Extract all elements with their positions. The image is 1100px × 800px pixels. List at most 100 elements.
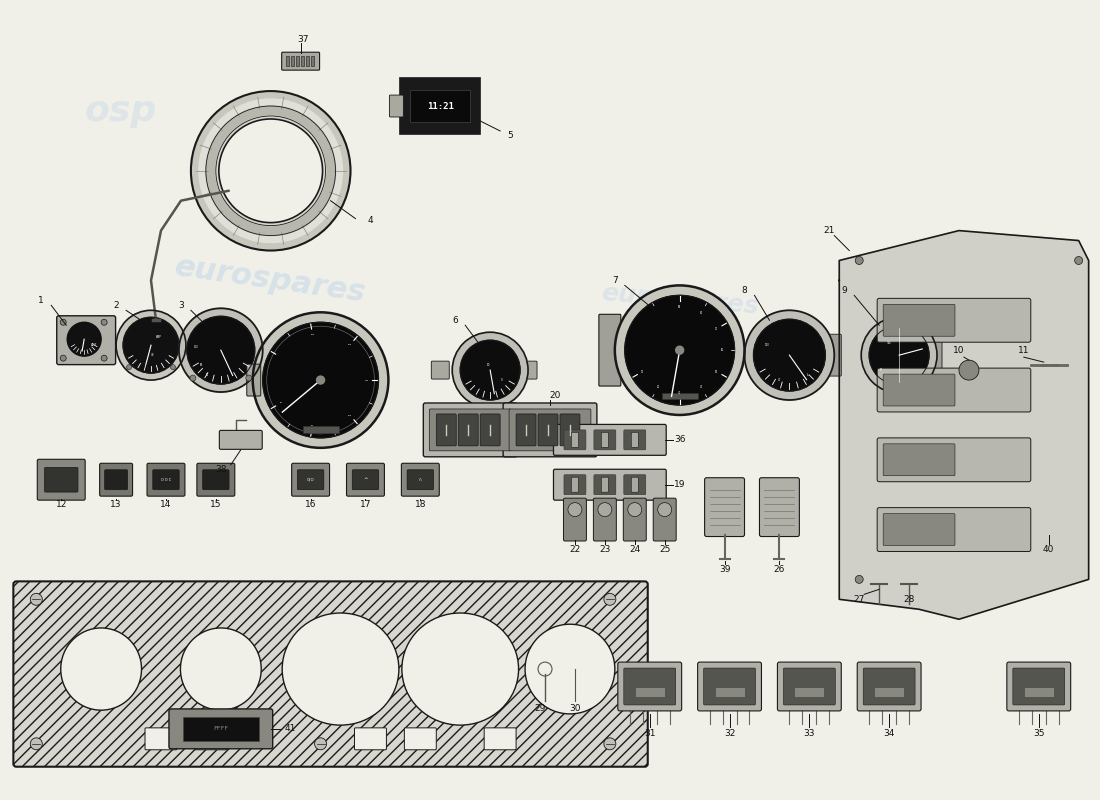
FancyBboxPatch shape	[57, 316, 116, 365]
Circle shape	[855, 575, 864, 583]
FancyBboxPatch shape	[292, 463, 330, 496]
FancyBboxPatch shape	[481, 414, 500, 446]
FancyBboxPatch shape	[602, 478, 608, 492]
Text: 22: 22	[570, 545, 581, 554]
Text: 100: 100	[348, 414, 352, 416]
FancyBboxPatch shape	[697, 662, 761, 711]
Text: O O C: O O C	[161, 478, 172, 482]
FancyBboxPatch shape	[509, 409, 591, 451]
Ellipse shape	[525, 624, 615, 714]
Ellipse shape	[180, 628, 261, 710]
Circle shape	[170, 365, 175, 370]
Circle shape	[60, 319, 66, 326]
Circle shape	[315, 738, 327, 750]
FancyBboxPatch shape	[598, 314, 620, 386]
FancyBboxPatch shape	[759, 478, 800, 537]
Text: 37: 37	[297, 34, 308, 44]
Bar	[794, 687, 824, 697]
FancyBboxPatch shape	[44, 467, 78, 492]
Text: 15: 15	[210, 500, 221, 509]
Text: 30: 30	[678, 391, 681, 395]
FancyBboxPatch shape	[631, 478, 638, 492]
Text: 220: 220	[310, 334, 315, 335]
Text: eurospares: eurospares	[600, 282, 759, 319]
Text: 14: 14	[161, 500, 172, 509]
Bar	[874, 687, 904, 697]
Text: 29: 29	[535, 705, 546, 714]
Text: 150: 150	[194, 345, 198, 349]
FancyBboxPatch shape	[145, 728, 177, 750]
Text: /\: /\	[419, 478, 421, 482]
Bar	[662, 393, 697, 399]
Text: 9: 9	[842, 286, 847, 295]
Text: L: L	[806, 373, 808, 377]
Text: 24: 24	[629, 545, 640, 554]
Circle shape	[460, 340, 520, 400]
Circle shape	[219, 119, 322, 222]
FancyBboxPatch shape	[202, 470, 229, 490]
FancyBboxPatch shape	[437, 414, 456, 446]
FancyBboxPatch shape	[564, 430, 586, 450]
Circle shape	[31, 738, 42, 750]
FancyBboxPatch shape	[883, 304, 955, 336]
Text: 13: 13	[110, 500, 122, 509]
FancyBboxPatch shape	[147, 463, 185, 496]
Text: 120: 120	[766, 343, 770, 347]
Circle shape	[101, 319, 107, 326]
Text: 180: 180	[348, 345, 352, 346]
Circle shape	[604, 738, 616, 750]
Wedge shape	[117, 310, 186, 380]
Text: 23: 23	[600, 545, 610, 554]
FancyBboxPatch shape	[653, 498, 676, 541]
Text: 40: 40	[778, 378, 781, 382]
Text: 4: 4	[367, 216, 373, 225]
FancyBboxPatch shape	[519, 361, 537, 379]
Text: 36: 36	[674, 435, 685, 444]
Text: 5: 5	[507, 131, 513, 141]
FancyBboxPatch shape	[624, 498, 647, 541]
Text: 18: 18	[415, 500, 426, 509]
FancyBboxPatch shape	[704, 668, 756, 705]
Circle shape	[598, 502, 612, 517]
FancyBboxPatch shape	[877, 508, 1031, 551]
FancyBboxPatch shape	[410, 90, 470, 122]
FancyBboxPatch shape	[877, 368, 1031, 412]
FancyBboxPatch shape	[563, 498, 586, 541]
FancyBboxPatch shape	[405, 728, 437, 750]
Polygon shape	[839, 230, 1089, 619]
Text: 50: 50	[207, 373, 209, 377]
FancyBboxPatch shape	[282, 52, 320, 70]
FancyBboxPatch shape	[883, 444, 955, 476]
Text: 40: 40	[1043, 545, 1055, 554]
Circle shape	[31, 594, 42, 606]
Circle shape	[126, 365, 132, 370]
FancyBboxPatch shape	[459, 414, 478, 446]
FancyBboxPatch shape	[538, 414, 558, 446]
FancyBboxPatch shape	[246, 364, 261, 396]
FancyBboxPatch shape	[13, 582, 648, 766]
FancyBboxPatch shape	[100, 463, 133, 496]
Text: 17: 17	[360, 500, 371, 509]
FancyBboxPatch shape	[516, 414, 536, 446]
Bar	[1024, 687, 1054, 697]
Text: 28: 28	[903, 595, 915, 604]
Bar	[302, 426, 339, 433]
Text: ^: ^	[363, 478, 367, 482]
Circle shape	[604, 594, 616, 606]
FancyBboxPatch shape	[424, 403, 517, 457]
Text: 60: 60	[311, 425, 313, 426]
Text: 11:21: 11:21	[427, 102, 453, 110]
FancyBboxPatch shape	[928, 339, 942, 371]
Circle shape	[754, 319, 825, 391]
FancyBboxPatch shape	[197, 463, 234, 496]
Text: 6: 6	[452, 316, 458, 325]
Text: 16: 16	[305, 500, 317, 509]
FancyBboxPatch shape	[553, 470, 667, 500]
Text: 20: 20	[657, 386, 660, 390]
FancyBboxPatch shape	[705, 478, 745, 537]
FancyBboxPatch shape	[400, 78, 481, 134]
Text: 35: 35	[1033, 730, 1045, 738]
FancyBboxPatch shape	[1006, 662, 1070, 711]
Text: FFFF: FFFF	[213, 726, 229, 731]
FancyBboxPatch shape	[429, 409, 512, 451]
